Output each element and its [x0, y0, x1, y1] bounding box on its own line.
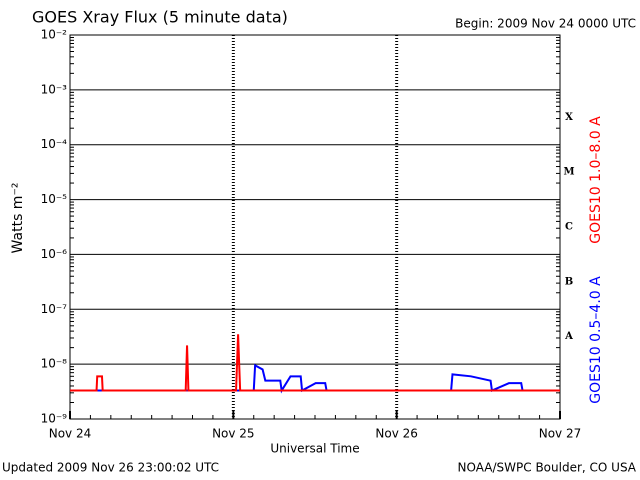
begin-time: Begin: 2009 Nov 24 0000 UTC [455, 17, 636, 31]
y-tick-label: 10⁻⁶ [41, 247, 68, 261]
flare-class-label: A [564, 331, 573, 342]
x-tick-label: Nov 27 [539, 427, 582, 441]
chart-title: GOES Xray Flux (5 minute data) [32, 8, 288, 27]
flare-class-label: X [565, 112, 573, 123]
x-tick-label: Nov 25 [212, 427, 255, 441]
y-tick-label: 10⁻⁹ [41, 412, 68, 426]
credit: NOAA/SWPC Boulder, CO USA [458, 461, 637, 475]
x-tick-label: Nov 26 [375, 427, 418, 441]
y-tick-label: 10⁻⁷ [41, 302, 68, 316]
x-tick-label: Nov 24 [49, 427, 92, 441]
y-tick-label: 10⁻⁸ [41, 357, 68, 371]
y-axis-label: Watts m⁻² [10, 183, 26, 254]
legend-entry: GOES10 1.0–8.0 A [588, 116, 604, 244]
series-line [70, 334, 560, 392]
series-line [70, 363, 560, 394]
plot-frame [69, 34, 561, 420]
y-tick-label: 10⁻⁵ [41, 192, 68, 206]
y-tick-label: 10⁻³ [41, 82, 68, 96]
flare-class-label: C [565, 222, 573, 233]
updated-time: Updated 2009 Nov 26 23:00:02 UTC [2, 461, 219, 475]
y-tick-label: 10⁻⁴ [41, 137, 68, 151]
flare-class-label: B [565, 276, 573, 287]
flare-class-label: M [563, 167, 574, 178]
x-axis-label: Universal Time [270, 442, 359, 456]
y-tick-label: 10⁻² [41, 28, 68, 42]
legend-entry: GOES10 0.5–4.0 A [588, 276, 604, 404]
